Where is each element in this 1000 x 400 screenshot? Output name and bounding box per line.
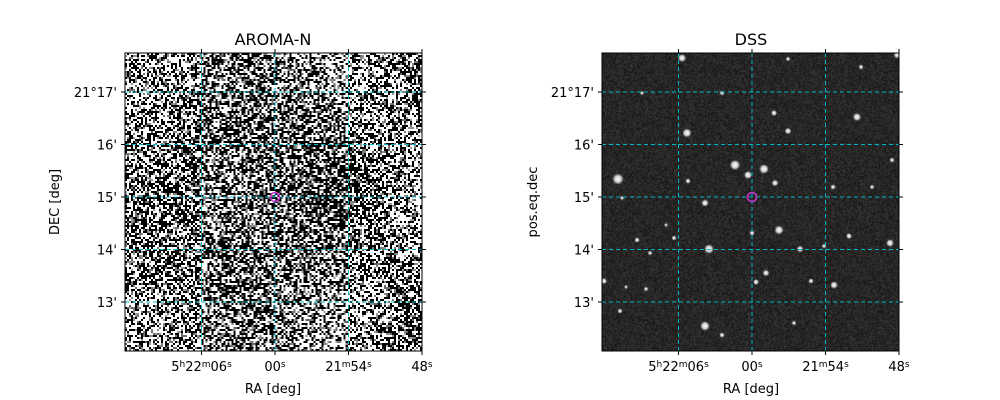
x-tick-label: 21m54s xyxy=(325,360,372,375)
y-tick-label: 15' xyxy=(97,191,117,206)
y-tick-label: 16' xyxy=(97,139,117,154)
x-tick-label: 21m54s xyxy=(802,360,849,375)
target-marker xyxy=(746,191,758,203)
x-tick-label: 48s xyxy=(411,360,433,375)
ylabel-aroma-n: DEC [deg] xyxy=(48,169,63,235)
marker-dss xyxy=(746,191,758,203)
y-tick-label: 14' xyxy=(97,244,117,259)
ticks-dss: 5h22m06s 00s 21m54s 48s 21°17' 16' 15' 14' 13' xyxy=(551,49,910,375)
panel-title-dss: DSS xyxy=(735,30,768,49)
y-tick-label: 21°17' xyxy=(551,86,594,101)
x-tick-label: 00s xyxy=(741,360,763,375)
y-tick-label: 16' xyxy=(574,139,594,154)
y-tick-label: 21°17' xyxy=(74,86,117,101)
ylabel-dss: pos.eq.dec xyxy=(526,167,541,238)
frame-dss xyxy=(601,52,900,352)
ticks-aroma-n: 5h22m06s 00s 21m54s 48s 21°17' 16' 15' 14' 13' xyxy=(74,49,433,375)
x-tick-label: 48s xyxy=(888,360,910,375)
x-tick-label: 00s xyxy=(264,360,286,375)
y-tick-label: 15' xyxy=(574,191,594,206)
panel-dss: DSS 5h22m06s 00s 21m54s 48s 21°17' 16' 15' 14' 1… xyxy=(526,30,910,397)
y-tick-label: 13' xyxy=(97,296,117,311)
frame-aroma-n xyxy=(124,52,423,352)
xlabel-dss: RA [deg] xyxy=(723,382,779,397)
y-tick-label: 14' xyxy=(574,244,594,259)
x-tick-label: 5h22m06s xyxy=(648,360,709,375)
target-marker xyxy=(269,191,281,203)
marker-aroma-n xyxy=(269,191,281,203)
y-tick-label: 13' xyxy=(574,296,594,311)
panel-title-aroma-n: AROMA-N xyxy=(235,30,312,49)
panel-aroma-n: AROMA-N 5h22m06s 00s 21m54s 48s 21°17' 16' 15'… xyxy=(48,30,433,397)
xlabel-aroma-n: RA [deg] xyxy=(245,382,301,397)
x-tick-label: 5h22m06s xyxy=(171,360,232,375)
